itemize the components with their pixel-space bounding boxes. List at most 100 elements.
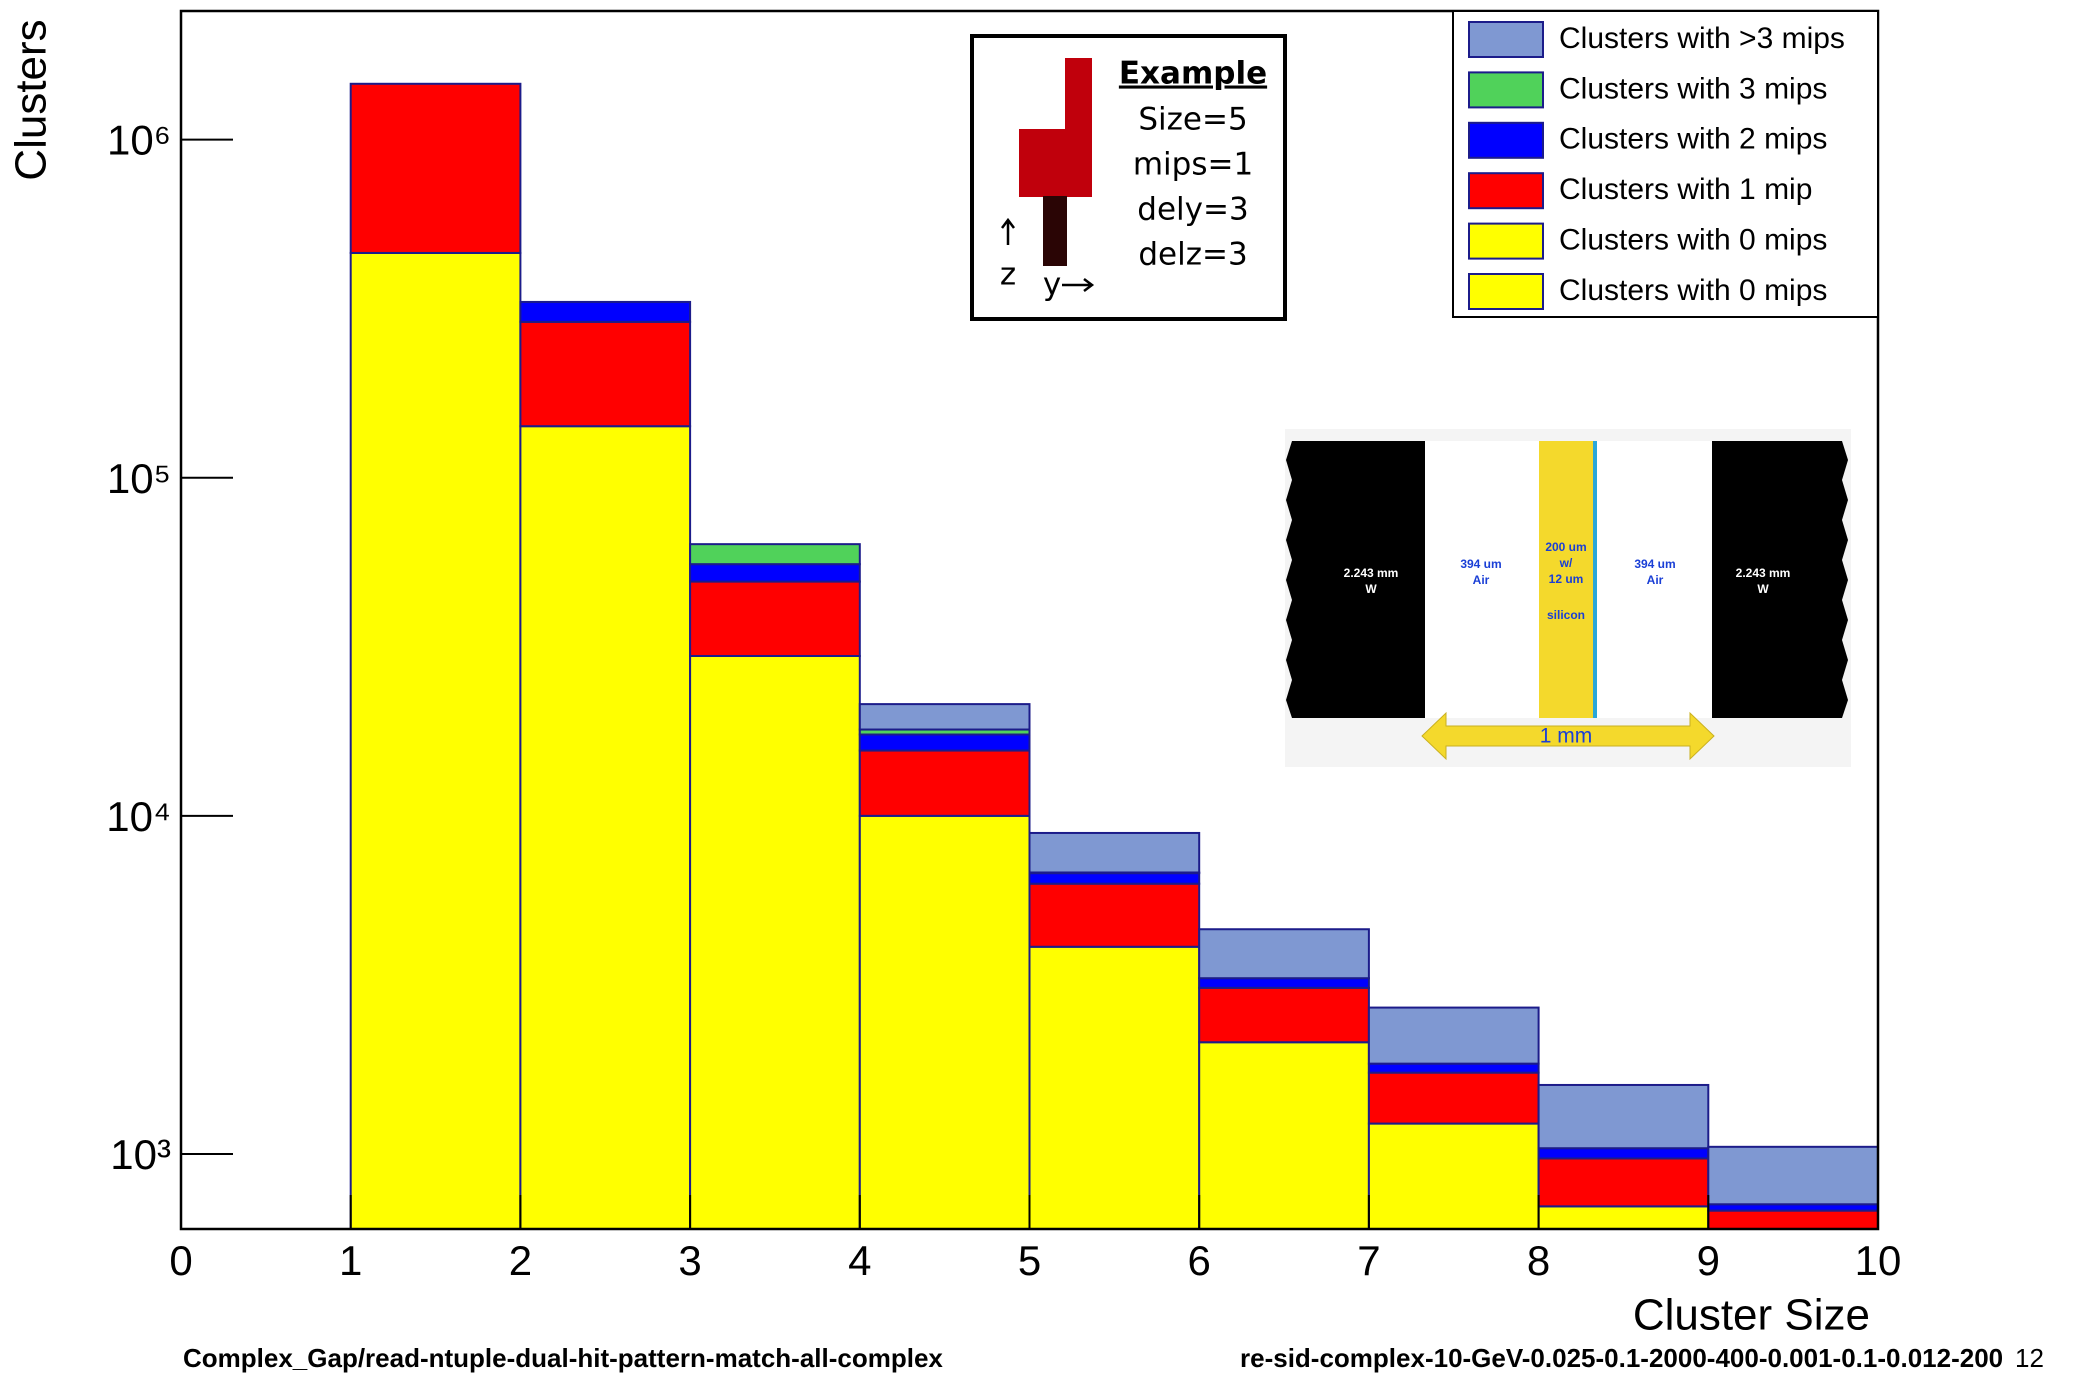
air-unit: Air [1473,573,1490,587]
bar-segment [1707,1145,1880,1206]
y-label: y [1043,267,1061,303]
bar-segment [1367,1062,1540,1074]
tungsten-left [1286,441,1425,718]
z-label: z [1000,257,1016,293]
legend-swatch [1468,121,1544,159]
legend-label: Clusters with >3 mips [1559,22,1845,55]
bar-segment [1028,872,1201,885]
bar-segment [1028,882,1201,948]
footer-left: Complex_Gap/read-ntuple-dual-hit-pattern… [183,1343,943,1373]
y-axis-label: Clusters [7,19,56,180]
legend-label: Clusters with 3 mips [1559,72,1827,105]
legend-swatch [1468,222,1544,260]
bar-segment [858,814,1031,1230]
legend-label: Clusters with 1 mip [1559,173,1812,206]
x-tick-label: 8 [1527,1237,1550,1284]
legend: Clusters with >3 mips Clusters with 3 mip… [1452,10,1879,318]
legend-label: Clusters with 0 mips [1559,274,1827,307]
silicon [1593,441,1597,718]
bar-segment [1198,1041,1370,1231]
x-tick-label: 7 [1357,1237,1380,1284]
footer-right: re-sid-complex-10-GeV-0.025-0.1-2000-400… [1240,1343,2003,1373]
x-tick-label: 6 [1188,1237,1211,1284]
gap-label: w/ [1559,556,1573,570]
legend-label: Clusters with 2 mips [1559,123,1827,156]
tungsten-right [1712,441,1848,718]
x-tick-label: 10 [1855,1237,1902,1284]
x-tick-label: 2 [509,1237,532,1284]
gap-label: 12 um [1549,572,1584,586]
legend-swatch [1468,21,1544,58]
bar-segment [519,320,692,428]
bar-segment [858,733,1031,752]
bar-segment [519,300,692,323]
legend-frame [1452,10,1879,318]
y-tick-label: 10⁶ [107,117,171,164]
y-tick-label: 10⁴ [106,793,171,840]
example-pixel [1065,58,1092,130]
x-tick-label: 1 [339,1237,362,1284]
bar-segment [689,543,861,566]
bar-segment [858,703,1031,731]
y-arrow [1062,278,1095,292]
bar-segment [519,425,692,1230]
bar-segment [1537,1157,1710,1208]
bar-segment [1707,1209,1880,1230]
bar-segment [689,563,861,583]
bar-segment [1198,986,1370,1044]
legend-swatch [1468,71,1544,109]
air-unit: Air [1647,573,1664,587]
tungsten-label: 2.243 mm [1344,566,1399,580]
x-axis-label: Cluster Size [1633,1291,1870,1340]
example-line: Size=5 [1138,102,1247,138]
x-tick-label: 5 [1018,1237,1041,1284]
legend-label: Clusters with 0 mips [1559,224,1827,257]
example-line: dely=3 [1137,192,1248,228]
gap-diagram: 1 mm 2.243 mm W 2.243 mm W 394 um Air 39… [1285,429,1851,767]
air-label: 394 um [1634,557,1675,571]
legend-swatch [1468,273,1544,310]
y-tick-label: 10⁵ [107,455,171,502]
bar-segment [858,749,1031,817]
bar-segment [1367,1071,1540,1125]
example-pixel [1019,129,1092,197]
width-arrow [1421,711,1715,761]
page-number: 12 [2015,1343,2044,1373]
tungsten-unit: W [1365,582,1377,596]
tungsten-label: 2.243 mm [1736,566,1791,580]
z-arrow [1001,217,1015,245]
bar-segment [1537,1083,1710,1150]
example-line: mips=1 [1133,147,1253,183]
x-tick-label: 3 [678,1237,701,1284]
tungsten-unit: W [1757,582,1769,596]
air-left [1425,441,1539,718]
bar-segment [349,251,522,1231]
plot-area [349,82,1880,1231]
width-label: 1 mm [1540,725,1593,748]
gap-label: 200 um [1545,540,1586,554]
bar-segment [689,580,861,657]
x-tick-label: 9 [1697,1237,1720,1284]
bar-segment [1028,945,1201,1230]
gap [1539,441,1593,718]
bar-segment [1537,1147,1710,1160]
example-line: delz=3 [1138,237,1247,273]
example-title: Example [1119,56,1267,92]
bar-segment [1198,928,1370,980]
bar-segment [1367,1006,1540,1065]
bar-segment [1198,977,1370,989]
air-label: 394 um [1460,557,1501,571]
example-pixel [1043,196,1067,266]
x-tick-label: 0 [169,1237,192,1284]
bar-segment [1537,1205,1710,1231]
bar-segment [1028,831,1201,874]
bar-segment [349,82,522,254]
bar-segment [1367,1122,1540,1231]
bar-segment [689,654,861,1230]
x-tick-label: 4 [848,1237,871,1284]
example-box: z y Example Size=5 mips=1 dely=3 delz=3 [970,34,1287,321]
gap-label: silicon [1547,608,1585,622]
legend-swatch [1468,172,1544,210]
air-right [1597,441,1712,718]
